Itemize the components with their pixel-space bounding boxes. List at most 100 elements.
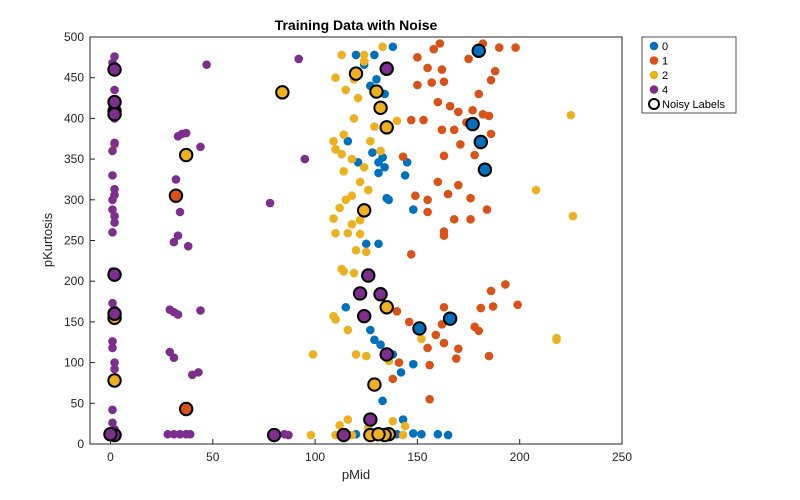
- point-series-4: [108, 228, 117, 237]
- point-series-4: [108, 171, 117, 180]
- point-series-1: [411, 191, 420, 201]
- point-series-2: [355, 177, 365, 187]
- noisy-label-marker: [168, 188, 184, 203]
- legend-marker-4: [649, 85, 659, 94]
- point-series-2: [331, 73, 340, 82]
- point-series-4: [169, 429, 179, 439]
- point-series-1: [435, 39, 445, 48]
- point-series-4: [108, 405, 117, 415]
- point-series-4: [108, 337, 117, 346]
- point-series-1: [437, 125, 447, 135]
- point-series-1: [443, 189, 453, 199]
- point-series-2: [353, 93, 363, 103]
- point-series-2: [351, 350, 361, 359]
- point-series-1: [425, 360, 434, 370]
- point-series-1: [474, 326, 484, 336]
- point-series-2: [337, 50, 346, 60]
- point-series-0: [398, 415, 408, 424]
- point-series-1: [482, 205, 492, 214]
- legend-label-noisy: Noisy Labels: [662, 99, 725, 111]
- point-series-2: [339, 167, 349, 176]
- point-series-0: [372, 75, 381, 84]
- plot-area: [90, 37, 622, 444]
- point-series-1: [431, 330, 441, 340]
- y-tick-label: 450: [64, 71, 84, 85]
- point-series-2: [347, 154, 357, 164]
- chart-title: Training Data with Noise: [275, 17, 438, 33]
- legend-label: 4: [662, 85, 668, 97]
- point-series-1: [445, 101, 455, 111]
- point-series-1: [456, 140, 465, 149]
- point-series-2: [370, 122, 379, 131]
- noisy-label-marker: [367, 377, 382, 392]
- point-series-1: [429, 44, 439, 54]
- x-tick-label: 150: [407, 450, 427, 464]
- point-series-1: [413, 53, 422, 62]
- point-series-1: [423, 343, 432, 353]
- point-series-1: [484, 351, 494, 361]
- point-series-4: [169, 353, 179, 363]
- point-series-4: [294, 54, 304, 64]
- noisy-label-marker: [352, 286, 368, 301]
- point-series-2: [329, 214, 338, 223]
- point-series-2: [568, 211, 578, 221]
- point-series-2: [306, 430, 316, 440]
- point-series-0: [408, 205, 418, 214]
- point-series-4: [163, 429, 173, 439]
- noisy-label-marker: [178, 147, 194, 163]
- point-series-2: [566, 110, 576, 120]
- noisy-label-marker: [379, 347, 394, 362]
- point-series-1: [454, 107, 463, 117]
- point-series-1: [478, 110, 488, 119]
- noisy-label-marker: [107, 373, 122, 388]
- point-series-2: [359, 162, 369, 172]
- point-series-1: [433, 177, 443, 187]
- point-series-2: [349, 268, 359, 278]
- point-series-0: [380, 162, 389, 172]
- point-series-0: [368, 148, 377, 157]
- legend-label: 1: [662, 56, 668, 68]
- legend-marker-0: [649, 41, 659, 51]
- point-series-4: [196, 306, 205, 315]
- point-series-1: [488, 302, 498, 311]
- legend-label: 2: [662, 70, 668, 82]
- noisy-label-marker: [363, 412, 378, 427]
- point-series-2: [331, 145, 340, 154]
- point-series-1: [439, 231, 449, 240]
- point-series-2: [341, 85, 351, 95]
- point-series-1: [423, 207, 432, 217]
- axis-ticks: 0 50 100 150 200 250 0 50 100 150 200 250 300 350 400 4…: [64, 30, 632, 464]
- point-series-2: [335, 203, 344, 213]
- y-tick-label: 250: [64, 234, 84, 248]
- noisy-label-marker: [336, 427, 351, 443]
- x-axis-label: pMid: [342, 467, 370, 482]
- point-series-0: [351, 50, 361, 60]
- point-series-1: [470, 150, 479, 160]
- point-series-1: [490, 66, 500, 76]
- noisy-label-marker: [477, 162, 493, 177]
- point-series-2: [359, 57, 369, 66]
- noisy-label-marker: [379, 300, 394, 315]
- y-axis-label: pKurtosis: [40, 212, 55, 267]
- noisy-label-marker: [371, 427, 386, 442]
- point-series-2: [347, 219, 357, 229]
- noisy-label-marker: [107, 62, 122, 77]
- point-series-0: [370, 335, 379, 345]
- point-series-2: [308, 350, 318, 359]
- point-series-4: [196, 142, 205, 152]
- point-series-4: [173, 231, 183, 240]
- noisy-label-marker: [471, 43, 486, 59]
- point-series-0: [417, 429, 426, 439]
- point-series-1: [494, 43, 504, 52]
- y-tick-label: 400: [64, 111, 84, 125]
- point-series-1: [476, 303, 486, 313]
- point-series-0: [370, 50, 379, 60]
- noisy-label-marker: [465, 116, 480, 132]
- point-series-4: [175, 207, 185, 217]
- noisy-label-marker: [103, 427, 118, 442]
- point-series-4: [265, 198, 275, 208]
- point-series-2: [359, 50, 369, 60]
- point-series-2: [331, 228, 340, 238]
- point-series-2: [417, 334, 426, 344]
